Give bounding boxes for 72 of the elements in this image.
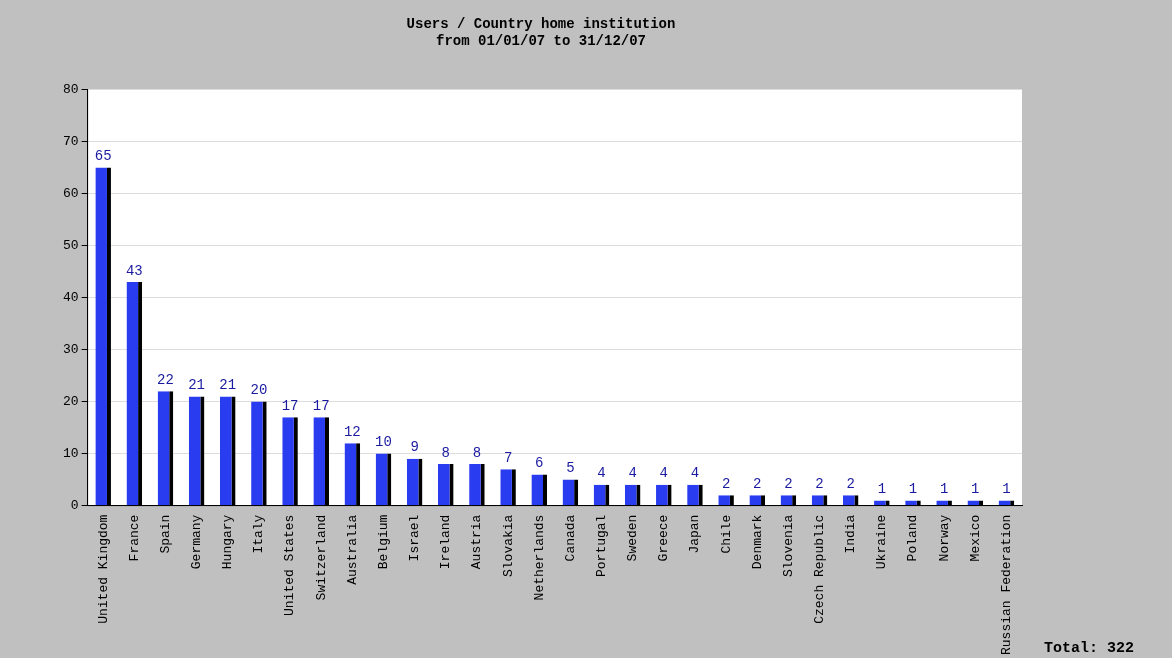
data-label: 2 [846, 475, 855, 492]
data-label: 1 [939, 481, 949, 498]
data-label: 4 [690, 465, 700, 482]
x-tick-label: Hungary [220, 514, 236, 570]
data-label: 4 [597, 465, 606, 482]
y-tick-label: 40 [62, 290, 79, 306]
y-tick-label: 10 [62, 446, 79, 462]
data-label: 43 [125, 262, 143, 279]
x-tick-label: Italy [251, 514, 267, 554]
data-label: 17 [281, 397, 299, 414]
data-label: 1 [971, 481, 980, 498]
x-tick-label: Australia [344, 514, 360, 585]
y-tick-label: 60 [62, 186, 79, 202]
data-label: 9 [410, 439, 419, 456]
x-tick-label: Netherlands [531, 514, 547, 601]
data-label: 17 [312, 397, 330, 414]
data-label: 7 [503, 449, 513, 466]
text: Total: 322 [1043, 640, 1134, 658]
data-label: 1 [877, 481, 887, 498]
x-tick-label: Japan [687, 514, 703, 554]
data-label: 65 [94, 148, 112, 165]
x-tick-label: United Kingdom [95, 514, 111, 624]
x-tick-label: Mexico [967, 514, 983, 562]
x-tick-label: Poland [905, 514, 921, 562]
data-label: 1 [1002, 481, 1011, 498]
x-tick-label: Greece [656, 514, 672, 562]
x-tick-label: Norway [936, 514, 952, 562]
x-tick-label: Slovakia [500, 514, 516, 577]
x-tick-label: Denmark [749, 514, 765, 570]
x-tick-label: Israel [407, 514, 423, 562]
x-tick-label: Germany [189, 514, 205, 570]
x-tick-label: Canada [562, 514, 578, 562]
data-label: 6 [535, 455, 544, 472]
data-label: 2 [815, 475, 824, 492]
data-label: 21 [188, 377, 206, 394]
y-tick-label: 30 [62, 342, 79, 358]
data-label: 2 [721, 475, 731, 492]
y-tick-label: 50 [62, 238, 79, 254]
x-tick-label: Switzerland [313, 514, 329, 601]
x-tick-label: Ukraine [874, 514, 890, 570]
x-tick-label: Sweden [625, 514, 641, 562]
data-label: 4 [628, 465, 637, 482]
y-tick-label: 20 [62, 394, 79, 410]
x-tick-label: Russian Federation [998, 514, 1014, 656]
y-tick-label: 70 [62, 134, 79, 150]
data-label: 22 [157, 371, 174, 388]
x-tick-label: Austria [469, 514, 485, 570]
data-label: 10 [375, 434, 392, 451]
x-tick-label: France [126, 514, 142, 562]
data-label: 1 [908, 481, 918, 498]
data-label: 2 [784, 475, 793, 492]
x-tick-label: India [843, 514, 859, 554]
y-tick-label: 0 [70, 498, 79, 514]
x-tick-label: Portugal [593, 514, 609, 577]
data-label: 8 [472, 444, 482, 461]
data-label: 2 [753, 475, 762, 492]
data-label: 20 [250, 382, 268, 399]
x-tick-label: Spain [157, 514, 173, 554]
y-tick-label: 80 [62, 82, 79, 98]
x-tick-label: Ireland [438, 514, 454, 570]
x-tick-label: Czech Republic [811, 514, 827, 624]
data-label: 12 [343, 423, 361, 440]
data-label: 8 [441, 444, 450, 461]
data-label: 5 [566, 460, 575, 477]
x-tick-label: United States [282, 514, 298, 616]
x-tick-label: Slovenia [780, 514, 796, 577]
x-tick-label: Belgium [375, 514, 391, 570]
data-label: 21 [219, 377, 237, 394]
chart-title: Users / Country home institution [406, 15, 676, 32]
x-tick-label: Chile [718, 514, 734, 554]
chart-subtitle: from 01/01/07 to 31/12/07 [435, 32, 647, 49]
data-label: 4 [659, 465, 669, 482]
